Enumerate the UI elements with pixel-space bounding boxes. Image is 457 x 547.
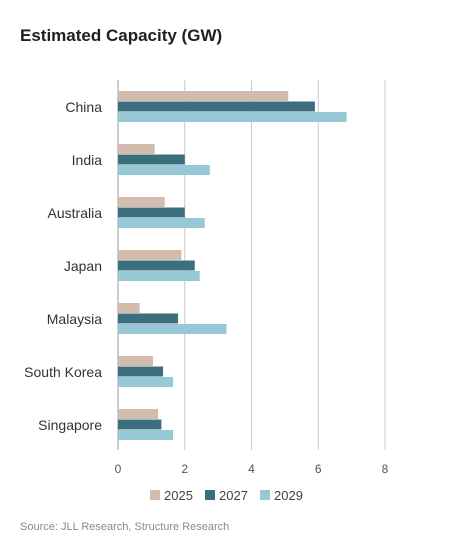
bar-2029 bbox=[118, 271, 200, 281]
bar-2029 bbox=[118, 218, 205, 228]
bar-2027 bbox=[118, 366, 164, 377]
source-note: Source: JLL Research, Structure Research bbox=[20, 521, 230, 533]
x-tick-label: 0 bbox=[115, 462, 122, 476]
bar-2027 bbox=[118, 101, 315, 112]
x-tick-label: 2 bbox=[181, 462, 188, 476]
bar-2025 bbox=[118, 356, 154, 366]
legend-label-2029: 2029 bbox=[274, 488, 303, 503]
x-tick-label: 4 bbox=[248, 462, 255, 476]
bar-2027 bbox=[118, 419, 162, 430]
bar-2027 bbox=[118, 207, 185, 218]
category-label: China bbox=[65, 99, 102, 115]
bar-2025 bbox=[118, 144, 155, 154]
category-label: Singapore bbox=[38, 417, 102, 433]
bar-2029 bbox=[118, 430, 174, 440]
bar-2025 bbox=[118, 91, 289, 101]
legend-swatch-2029 bbox=[260, 490, 270, 500]
bar-2029 bbox=[118, 377, 174, 387]
chart-title: Estimated Capacity (GW) bbox=[20, 26, 223, 45]
category-label: South Korea bbox=[24, 364, 102, 380]
category-label: Japan bbox=[64, 258, 102, 274]
bar-2029 bbox=[118, 112, 347, 122]
legend-label-2025: 2025 bbox=[164, 488, 193, 503]
bar-2025 bbox=[118, 409, 159, 419]
bar-2025 bbox=[118, 250, 182, 260]
bar-2025 bbox=[118, 197, 165, 207]
bar-2027 bbox=[118, 260, 195, 271]
bar-2027 bbox=[118, 313, 179, 324]
x-tick-label: 8 bbox=[382, 462, 389, 476]
legend-label-2027: 2027 bbox=[219, 488, 248, 503]
x-tick-label: 6 bbox=[315, 462, 322, 476]
bar-2025 bbox=[118, 303, 140, 313]
bar-2029 bbox=[118, 165, 210, 175]
category-label: Malaysia bbox=[47, 311, 102, 327]
bar-2029 bbox=[118, 324, 227, 334]
legend-swatch-2025 bbox=[150, 490, 160, 500]
legend-swatch-2027 bbox=[205, 490, 215, 500]
category-label: India bbox=[72, 152, 103, 168]
category-label: Australia bbox=[48, 205, 103, 221]
bar-2027 bbox=[118, 154, 185, 165]
